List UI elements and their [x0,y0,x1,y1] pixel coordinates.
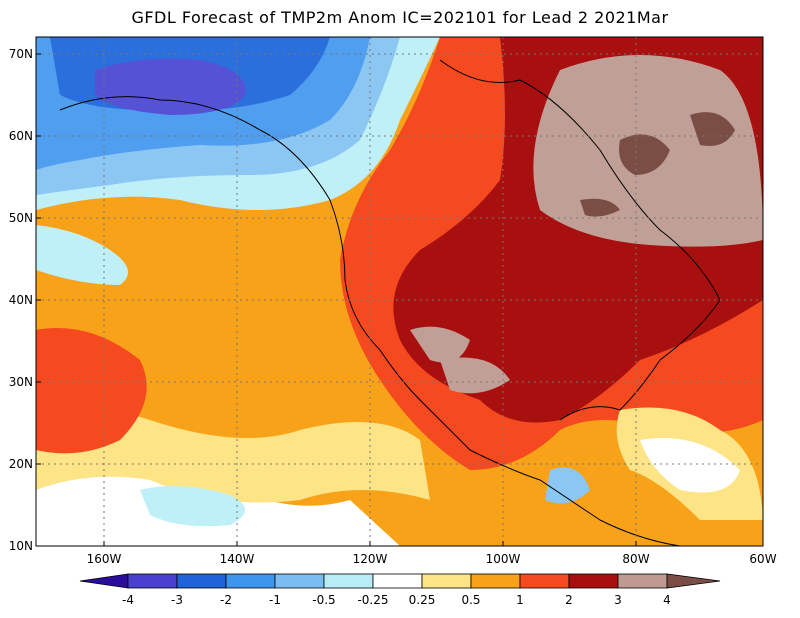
field-coldest-alaska [95,58,246,115]
latitude-labels: 70N 60N 50N 40N 30N 20N 10N [9,47,33,553]
colorbar-swatch [127,573,178,589]
colorbar-swatch [176,573,227,589]
colorbar-label: 0.5 [461,593,480,607]
lat-label-50n: 50N [9,211,33,225]
colorbar-arrow-left [79,573,129,589]
map-title: GFDL Forecast of TMP2m Anom IC=202101 fo… [131,8,669,27]
colorbar-swatch [470,573,521,589]
lon-label-80w: 80W [622,552,649,566]
field-zero-caribbean [640,438,740,493]
colorbar-label: -0.5 [312,593,335,607]
tick-marks [36,53,637,546]
colorbar-label: 1 [516,593,524,607]
colorbar-swatch [568,573,619,589]
map-frame [35,36,764,547]
colorbar-swatch [519,573,570,589]
colorbar-swatch [372,573,423,589]
coastlines [59,59,721,546]
lon-label-60w: 60W [749,552,776,566]
colorbar-label: -3 [171,593,183,607]
coastline-pacific [59,96,681,546]
colorbar: -4 -3 -2 -1 -0.5 -0.25 0.25 0.5 1 2 3 4 [79,573,721,607]
field-very-warm-southwest [410,326,470,363]
field-very-warm-mexico [440,357,510,394]
lon-label-160w: 160W [87,552,122,566]
lat-label-60n: 60N [9,129,33,143]
colorbar-label: -1 [269,593,281,607]
lon-label-120w: 120W [353,552,388,566]
field-extreme-warm-2 [690,112,735,146]
lat-label-30n: 30N [9,375,33,389]
colorbar-label: 4 [663,593,671,607]
colorbar-arrow-right [666,573,721,589]
colorbar-swatch [274,573,325,589]
lat-label-20n: 20N [9,457,33,471]
colorbar-label: 3 [614,593,622,607]
colorbar-label: -4 [122,593,134,607]
colorbar-swatch [225,573,276,589]
colorbar-swatch [617,573,668,589]
colorbar-label: -2 [220,593,232,607]
field-cool-central-america [545,467,590,504]
colorbar-swatch [323,573,374,589]
longitude-labels: 160W 140W 120W 100W 80W 60W [87,552,777,566]
lon-label-140w: 140W [220,552,255,566]
field-extreme-warm-3 [580,198,620,217]
lat-label-40n: 40N [9,293,33,307]
colorbar-label: 2 [565,593,573,607]
gridlines [36,37,763,546]
field-extreme-warm-1 [619,134,670,175]
lat-label-10n: 10N [9,539,33,553]
field-cool-patch-south [140,486,245,527]
colorbar-label: 0.25 [409,593,436,607]
lon-label-100w: 100W [486,552,521,566]
field-warm-west [36,328,147,454]
anomaly-field [36,37,763,546]
field-weak-warm-south [36,412,430,503]
colorbar-swatch [421,573,472,589]
lat-label-70n: 70N [9,47,33,61]
colorbar-label: -0.25 [357,593,388,607]
field-cool-pacific [36,225,128,285]
coastline-atlantic [439,59,721,421]
